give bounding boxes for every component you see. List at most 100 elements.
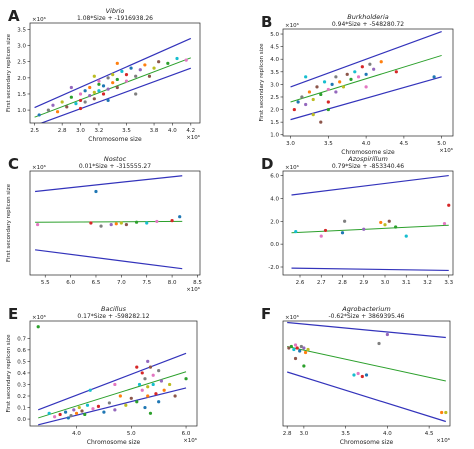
x-tick-label: 4.0	[168, 128, 177, 134]
upper-bound-line	[37, 352, 187, 411]
y-tick-label: 6.0	[270, 174, 279, 180]
data-point	[368, 62, 372, 66]
data-point	[394, 225, 398, 229]
panel-letter: F	[261, 305, 271, 323]
data-point	[148, 411, 153, 415]
data-point	[356, 75, 361, 79]
data-point	[304, 75, 308, 79]
data-point	[360, 65, 364, 69]
data-point	[78, 106, 83, 111]
plot-area	[286, 321, 448, 423]
data-point	[129, 66, 133, 70]
y-tick-label: 0.6	[17, 348, 26, 354]
data-point	[36, 222, 40, 227]
data-point	[377, 341, 381, 346]
x-tick-label: 6.0	[66, 280, 75, 286]
data-point	[92, 90, 96, 94]
data-point	[432, 75, 436, 79]
x-tick-label: 2.8	[283, 431, 292, 437]
x-axis-label: Chromosome size	[340, 439, 394, 446]
plot-frame	[282, 170, 454, 276]
panel-letter: A	[8, 7, 20, 25]
data-point	[77, 405, 81, 410]
data-point	[111, 81, 115, 85]
data-point	[78, 92, 83, 96]
data-point	[157, 369, 161, 373]
data-point	[157, 400, 161, 404]
data-point	[138, 68, 142, 72]
data-point	[140, 388, 144, 392]
y-tick-label: 3.5	[17, 27, 26, 33]
data-point	[298, 349, 302, 353]
data-point	[387, 219, 391, 223]
data-point	[89, 221, 93, 225]
x-exponent: ×10⁶	[439, 147, 454, 154]
data-point	[295, 346, 299, 350]
data-point	[287, 346, 291, 350]
data-point	[107, 401, 111, 405]
y-tick-label: 2.5	[17, 60, 26, 66]
data-point	[143, 63, 147, 67]
data-point	[289, 344, 293, 349]
y-tick-label: 0.0	[17, 417, 26, 423]
data-point	[88, 93, 92, 98]
data-point	[293, 343, 298, 347]
y-tick-label: 4.5	[270, 45, 279, 51]
data-point	[343, 219, 347, 223]
data-point	[97, 82, 101, 86]
data-point	[60, 100, 64, 104]
x-tick-label: 3.2	[95, 128, 104, 134]
y-tick-label: 3.5	[270, 70, 279, 76]
data-point	[143, 405, 147, 410]
data-point	[300, 95, 304, 99]
data-point	[36, 325, 40, 329]
y-axis-label: First secondary replicon size	[6, 33, 12, 112]
data-point	[118, 394, 122, 398]
data-point	[326, 87, 330, 92]
x-tick-label: 5.0	[127, 431, 136, 437]
data-point	[338, 80, 342, 84]
upper-bound-line	[287, 321, 446, 339]
data-point	[83, 89, 87, 93]
data-point	[299, 344, 303, 349]
y-tick-label: 1.0	[17, 108, 26, 114]
data-point	[88, 388, 92, 392]
data-point	[47, 411, 51, 415]
data-point	[124, 79, 129, 83]
data-point	[51, 103, 55, 107]
data-point	[326, 100, 330, 104]
data-point	[101, 92, 106, 96]
panel-letter: B	[261, 13, 272, 31]
y-axis-label: First secondary replicon size	[259, 43, 265, 122]
y-axis-label: First secondary replicon size	[6, 183, 12, 262]
data-point	[69, 414, 73, 418]
data-point	[184, 377, 188, 381]
lower-bound-line	[38, 387, 187, 426]
x-tick-label: 2.7	[317, 280, 326, 286]
data-point	[124, 73, 129, 77]
data-point	[296, 100, 300, 104]
fit-line	[290, 54, 442, 103]
data-point	[46, 108, 50, 112]
x-tick-label: 4.5	[425, 431, 434, 437]
data-point	[80, 409, 84, 413]
y-exponent: ×10⁶	[285, 164, 300, 171]
data-point	[94, 189, 98, 194]
y-tick-label: 2.5	[270, 95, 279, 101]
data-point	[353, 70, 357, 74]
data-point	[302, 346, 306, 350]
y-exponent: ×10⁶	[32, 314, 47, 321]
data-point	[293, 356, 298, 361]
plot-frame	[282, 28, 454, 137]
x-tick-label: 3.5	[341, 431, 350, 437]
lower-bound-line	[39, 67, 192, 123]
data-point	[162, 388, 166, 392]
data-point	[72, 408, 76, 412]
data-point	[140, 371, 144, 375]
upper-bound-line	[290, 30, 442, 88]
data-point	[379, 220, 383, 225]
fit-line	[34, 57, 191, 118]
